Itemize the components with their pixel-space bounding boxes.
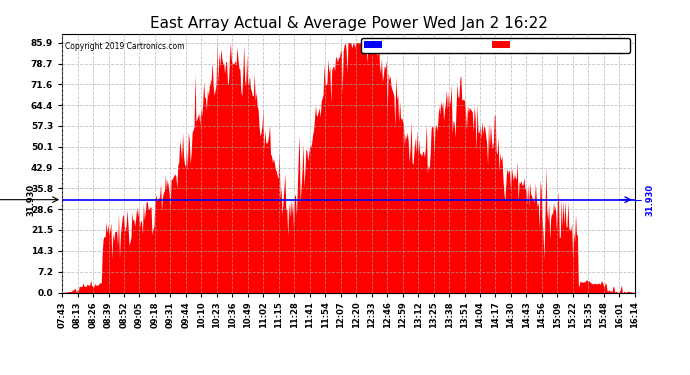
Text: 31.930: 31.930	[26, 184, 35, 216]
Title: East Array Actual & Average Power Wed Jan 2 16:22: East Array Actual & Average Power Wed Ja…	[150, 16, 547, 31]
Text: Copyright 2019 Cartronics.com: Copyright 2019 Cartronics.com	[65, 42, 184, 51]
Legend: Average  (DC Watts), East Array  (DC Watts): Average (DC Watts), East Array (DC Watts…	[361, 38, 630, 53]
